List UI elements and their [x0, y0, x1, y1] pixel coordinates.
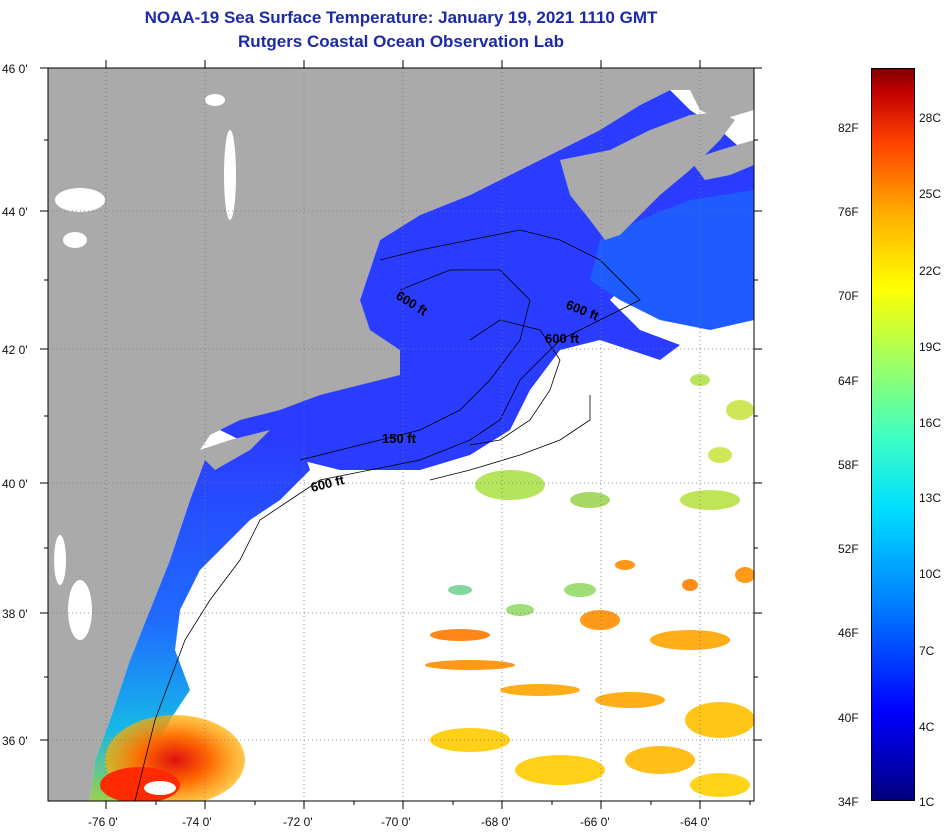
lon-label: -72 0' — [283, 815, 313, 829]
colorbar-label-celsius: 25C — [919, 187, 942, 201]
colorbar-label-celsius: 22C — [919, 264, 942, 278]
colorbar-label-celsius: 7C — [919, 644, 935, 658]
north-america-land — [48, 68, 754, 801]
lon-label: -74 0' — [182, 815, 212, 829]
colorbar-label-fahrenheit: 70F — [838, 289, 859, 303]
contour-label-150ft: 150 ft — [382, 431, 417, 446]
map-title: NOAA-19 Sea Surface Temperature: January… — [144, 8, 658, 27]
colorbar-label-celsius: 1C — [919, 795, 935, 809]
temperature-colorbar — [871, 68, 915, 801]
inland-lakes — [54, 94, 236, 640]
colorbar-label-celsius: 13C — [919, 491, 942, 505]
map-subtitle: Rutgers Coastal Ocean Observation Lab — [238, 32, 564, 51]
colorbar-label-celsius: 19C — [919, 340, 942, 354]
colorbar-label-celsius: 4C — [919, 720, 935, 734]
shelf-water — [90, 440, 310, 801]
lon-label: -68 0' — [481, 815, 511, 829]
lat-label: 44 0' — [2, 205, 28, 219]
colorbar-label-fahrenheit: 82F — [838, 121, 859, 135]
lon-label: -64 0' — [680, 815, 710, 829]
colorbar-label-fahrenheit: 46F — [838, 626, 859, 640]
lon-label: -70 0' — [381, 815, 411, 829]
cloud-patch — [144, 781, 176, 795]
lon-label: -76 0' — [88, 815, 118, 829]
lat-label: 36 0' — [2, 734, 28, 748]
lat-label: 40 0' — [2, 477, 28, 491]
nova-scotia-land — [560, 112, 735, 240]
bathymetry-contours — [134, 229, 641, 801]
colorbar-label-fahrenheit: 58F — [838, 458, 859, 472]
colorbar-label-celsius: 16C — [919, 416, 942, 430]
graticule — [48, 68, 754, 801]
lat-label: 38 0' — [2, 607, 28, 621]
map-frame — [47, 67, 755, 802]
lat-label: 42 0' — [2, 343, 28, 357]
warm-patches — [425, 560, 754, 797]
colorbar-label-fahrenheit: 40F — [838, 711, 859, 725]
colorbar-label-fahrenheit: 34F — [838, 795, 859, 809]
lon-label: -66 0' — [580, 815, 610, 829]
colorbar-label-fahrenheit: 76F — [838, 205, 859, 219]
colorbar-label-celsius: 28C — [919, 111, 942, 125]
mid-temp-patches — [448, 374, 754, 616]
scotian-shelf-water — [590, 190, 754, 330]
cape-breton-land — [690, 140, 754, 180]
colorbar-label-fahrenheit: 52F — [838, 542, 859, 556]
tick-marks — [40, 60, 762, 809]
colorbar-label-fahrenheit: 64F — [838, 374, 859, 388]
colorbar-label-celsius: 10C — [919, 567, 942, 581]
lat-label: 46 0' — [2, 62, 28, 76]
contour-label-600ft-georges: 600 ft — [545, 331, 580, 346]
